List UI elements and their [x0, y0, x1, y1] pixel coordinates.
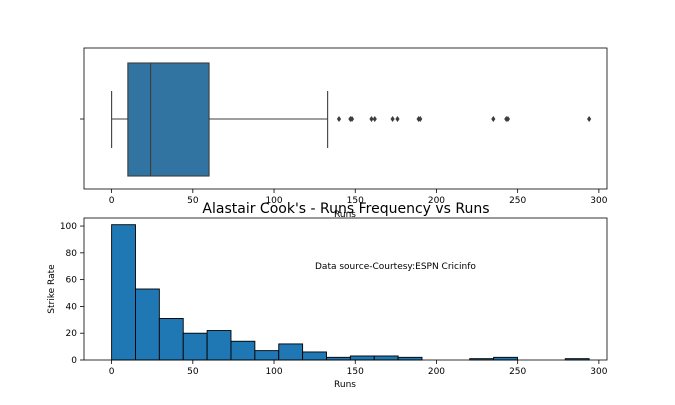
boxplot-frame	[83, 47, 608, 190]
histogram-title: Alastair Cook's - Runs Frequency vs Runs	[202, 201, 489, 217]
histogram-bar	[206, 330, 232, 361]
x-tick-label: 300	[590, 367, 607, 377]
outlier-point	[418, 116, 423, 122]
y-tick-label: 100	[60, 222, 77, 232]
x-tick-label: 0	[109, 367, 115, 377]
histogram-x-ticks: 0 50 100 150 200 250 300	[109, 360, 608, 377]
histogram-bar	[230, 340, 256, 361]
y-tick-label: 80	[66, 249, 78, 259]
histogram-bar	[135, 288, 160, 361]
histogram-bar	[373, 355, 399, 361]
histogram-x-axis-label: Runs	[334, 380, 356, 390]
outlier-point	[369, 116, 374, 122]
y-tick-label: 20	[66, 329, 78, 339]
x-tick-label: 250	[509, 196, 526, 206]
x-tick-label: 200	[428, 367, 445, 377]
histogram-bar	[326, 356, 351, 361]
x-tick-label: 50	[187, 367, 199, 377]
histogram-bar	[278, 343, 304, 361]
histogram-annotation: Data source-Courtesy:ESPN Cricinfo	[315, 262, 476, 272]
outlier-point	[491, 116, 496, 122]
x-tick-label: 150	[347, 367, 364, 377]
histogram-bar	[493, 356, 518, 361]
outlier-point	[390, 116, 395, 122]
y-tick-label: 0	[71, 356, 77, 366]
box-iqr	[127, 62, 210, 177]
histogram-bar	[397, 356, 423, 361]
histogram-y-ticks: 0 20 40 60 80 100	[60, 222, 84, 366]
y-tick-label: 60	[66, 276, 78, 286]
x-tick-label: 200	[428, 196, 445, 206]
x-tick-label: 100	[265, 367, 282, 377]
histogram-bar	[111, 224, 136, 361]
histogram-panel: 0 50 100 150 200 250 300 0 20 40 60 80 100 Alastair…	[47, 201, 608, 390]
boxplot-panel: 0 50 100 150 200 250 300 Runs	[80, 47, 608, 220]
histogram-bars	[111, 224, 590, 361]
outlier-point	[587, 116, 592, 122]
outlier-point	[505, 116, 511, 122]
x-tick-label: 50	[187, 196, 199, 206]
x-tick-label: 300	[590, 196, 607, 206]
histogram-frame	[83, 217, 608, 361]
x-tick-label: 0	[109, 196, 115, 206]
boxplot-marks	[111, 62, 592, 177]
boxplot-x-ticks: 0 50 100 150 200 250 300	[109, 189, 608, 206]
outlier-point	[372, 116, 377, 122]
y-tick-label: 40	[66, 302, 78, 312]
histogram-bar	[182, 332, 208, 361]
histogram-y-axis-label: Strike Rate	[47, 264, 57, 314]
outlier-point	[349, 116, 355, 122]
histogram-bar	[254, 350, 280, 361]
x-tick-label: 250	[509, 367, 526, 377]
x-tick-label: 150	[347, 196, 364, 206]
histogram-bar	[349, 355, 375, 361]
boxplot-x-axis-label: Runs	[334, 210, 356, 220]
outlier-point	[395, 116, 400, 122]
histogram-bar	[158, 318, 184, 361]
outlier-point	[336, 116, 342, 122]
x-tick-label: 100	[265, 196, 282, 206]
histogram-bar	[302, 351, 327, 361]
